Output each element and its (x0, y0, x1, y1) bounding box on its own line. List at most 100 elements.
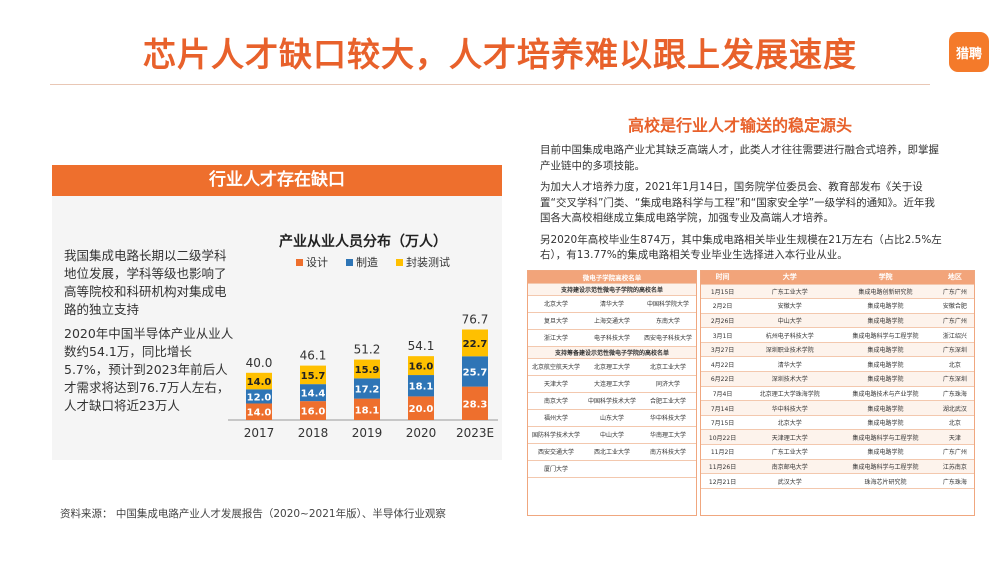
table-cell: 广东广州 (935, 313, 974, 329)
table-cell: 西北工业大学 (584, 443, 640, 461)
table-cell: 北京理工大学 (584, 358, 640, 376)
x-tick-label: 2018 (298, 426, 329, 440)
bar-value-label: 15.9 (355, 365, 380, 376)
legend-label: 制造 (356, 255, 378, 269)
table-cell: 广东工业大学 (744, 444, 836, 460)
source-note: 资料来源： 中国集成电路产业人才发展报告（2020~2021年版）、半导体行业观… (60, 508, 446, 520)
legend-swatch (396, 259, 403, 266)
table-row: 11月2日 广东工业大学 集成电路学院 广东广州 (701, 444, 974, 460)
bar-value-label: 20.0 (409, 404, 434, 415)
table-cell: 华南理工大学 (640, 426, 696, 444)
table-row: 福州大学 山东大学 华中科技大学 (528, 409, 696, 427)
table-cell (640, 460, 696, 478)
table-cell: 清华大学 (744, 356, 836, 373)
bar-segment (300, 365, 326, 385)
table-cell: 中山大学 (744, 313, 836, 329)
bar-segment (408, 396, 434, 420)
bar-segment (462, 386, 488, 420)
bar-total-label: 46.1 (300, 349, 327, 363)
bar-value-label: 12.0 (247, 392, 272, 403)
table-cell: 中山大学 (584, 426, 640, 444)
table-cell: 广东珠海 (935, 473, 974, 489)
bar-value-label: 15.7 (301, 371, 326, 382)
table-cell: 支持建设示范性微电子学院的高校名单 (528, 283, 696, 296)
table-cell: 集成电路科学与工程学院 (835, 327, 936, 343)
table-row: 北京航空航天大学 北京理工大学 北京工业大学 (528, 358, 696, 376)
table-cell: 3月1日 (701, 327, 745, 343)
table-cell: 10月22日 (701, 429, 745, 446)
table-cell: 集成电路学院 (835, 298, 936, 314)
table-cell: 安徽大学 (744, 298, 836, 314)
bar-total-label: 51.2 (354, 343, 381, 357)
table-cell: 珠海芯片研究院 (835, 473, 936, 489)
bar-value-label: 14.0 (247, 408, 272, 419)
bar-segment (462, 329, 488, 357)
table-cell: 北京航空航天大学 (528, 358, 584, 376)
table-cell: 清华大学 (584, 295, 640, 313)
table-cell: 武汉大学 (744, 473, 836, 489)
table-cell: 浙江绍兴 (935, 327, 974, 343)
table-cell: 地区 (935, 271, 974, 285)
table-row: 10月22日 天津理工大学 集成电路科学与工程学院 天津 (701, 429, 974, 446)
bar-value-label: 18.1 (409, 382, 434, 393)
bar-value-label: 16.0 (409, 362, 434, 373)
bar-value-label: 28.3 (463, 399, 488, 410)
table-subheader: 支持筹备建设示范性微电子学院的高校名单 (528, 346, 696, 359)
table-cell: 1月15日 (701, 284, 745, 300)
table-cell: 复旦大学 (528, 312, 584, 330)
table-cell: 浙江大学 (528, 329, 584, 347)
table-row: 7月15日 北京大学 集成电路学院 北京 (701, 415, 974, 431)
table-header: 微电子学院高校名单 (528, 271, 696, 284)
table-cell: 同济大学 (640, 375, 696, 393)
legend-label: 设计 (306, 256, 328, 269)
table-row: 西安交通大学 西北工业大学 南方科技大学 (528, 443, 696, 461)
bar-total-label: 54.1 (408, 339, 435, 353)
table-cell: 南京邮电大学 (744, 459, 836, 475)
table-cell: 6月22日 (701, 371, 745, 387)
table-cell: 广东广州 (935, 284, 974, 300)
table-row: 天津大学 大连理工大学 同济大学 (528, 375, 696, 393)
table-cell: 南京大学 (528, 392, 584, 410)
legend-swatch (346, 259, 353, 266)
table-row: 厦门大学 (528, 460, 696, 478)
table-cell: 北京大学 (744, 415, 836, 431)
table-cell: 华中科技大学 (744, 400, 836, 416)
table-row: 2月2日 安徽大学 集成电路学院 安徽合肥 (701, 298, 974, 314)
table-cell: 北京工业大学 (640, 358, 696, 376)
table-cell: 7月4日 (701, 386, 745, 402)
table-cell: 北京大学 (528, 295, 584, 313)
bar-value-label: 14.4 (301, 389, 326, 400)
legend-label: 封装测试 (406, 255, 450, 269)
bar-value-label: 22.7 (463, 339, 488, 350)
bar-total-label: 40.0 (246, 356, 273, 370)
table-cell: 集成电路技术与产业学院 (835, 386, 936, 402)
bar-value-label: 25.7 (463, 367, 488, 378)
bar-total-label: 76.7 (462, 312, 489, 326)
table-subheader: 支持建设示范性微电子学院的高校名单 (528, 283, 696, 296)
table-cell: 4月22日 (701, 356, 745, 373)
bar-segment (300, 401, 326, 420)
table-row: 11月26日 南京邮电大学 集成电路科学与工程学院 江苏南京 (701, 459, 974, 475)
table-cell: 湖北武汉 (935, 400, 974, 416)
bar-segment (246, 389, 272, 404)
table-cell: 北京 (935, 356, 974, 373)
table-cell: 中国科学院大学 (640, 295, 696, 313)
table-cell: 7月14日 (701, 400, 745, 416)
table-header: 时间 大学 学院 地区 (701, 271, 974, 285)
bar-segment (408, 375, 434, 397)
table-row: 12月21日 武汉大学 珠海芯片研究院 广东珠海 (701, 473, 974, 489)
bar-segment (354, 398, 380, 420)
table-cell: 集成电路学院 (835, 371, 936, 387)
table-cell: 天津大学 (528, 375, 584, 393)
table-cell (584, 460, 640, 478)
left-para-2: 2020年中国半导体产业从业人数约54.1万，同比增长5.7%，预计到2023年… (64, 326, 234, 413)
table-cell: 杭州电子科技大学 (744, 327, 836, 343)
bar-segment (408, 356, 434, 376)
table-row: 4月22日 清华大学 集成电路学院 北京 (701, 356, 974, 373)
table-cell: 微电子学院高校名单 (528, 271, 696, 284)
table-cell: 南方科技大学 (640, 443, 696, 461)
table-cell: 广东深圳 (935, 342, 974, 358)
table-row: 6月22日 深圳技术大学 集成电路学院 广东深圳 (701, 371, 974, 387)
bar-segment (354, 359, 380, 379)
table-cell: 广东广州 (935, 444, 974, 460)
